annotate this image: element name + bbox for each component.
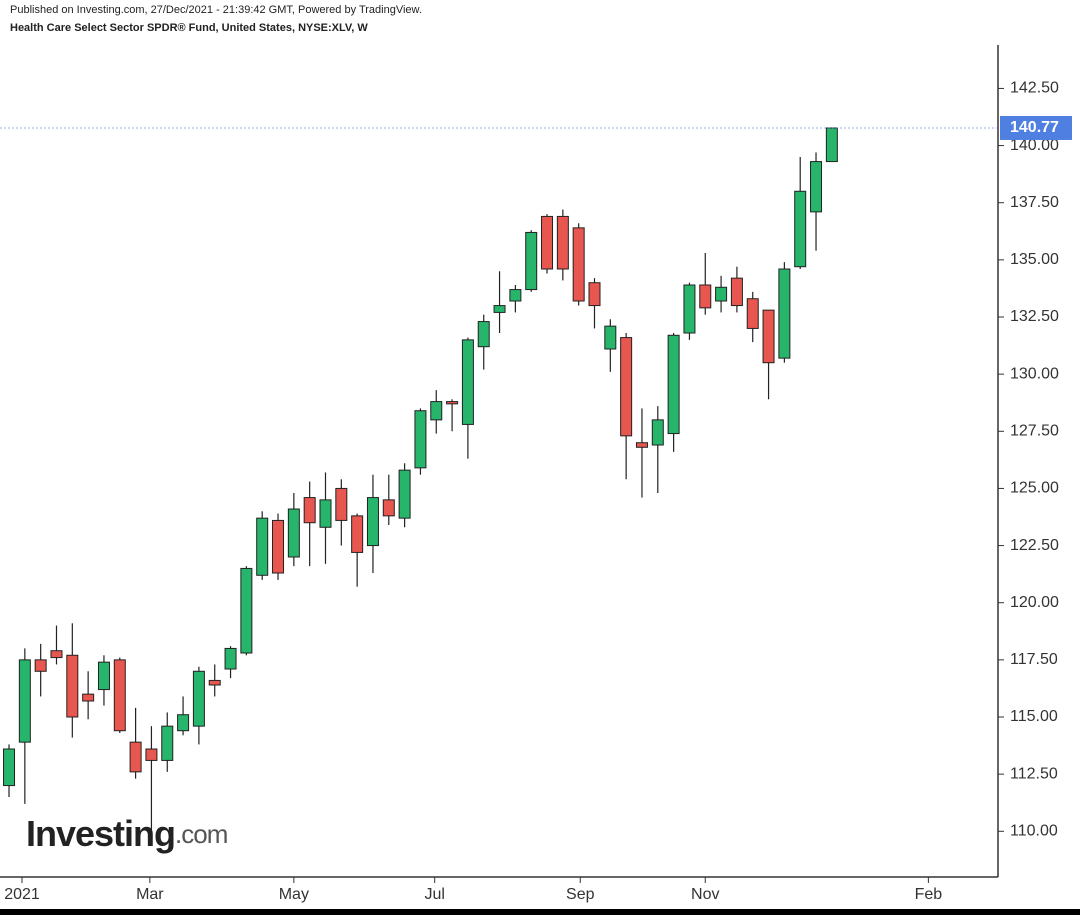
candle-body — [746, 298, 759, 329]
x-tick-label: Sep — [566, 886, 595, 903]
y-tick-label: 110.00 — [1010, 823, 1058, 840]
candle-body — [224, 647, 237, 670]
candle-body — [430, 401, 443, 421]
candle-body — [366, 497, 379, 547]
candle-body — [414, 410, 427, 469]
candle-body — [145, 748, 158, 761]
candle-body — [351, 515, 364, 553]
candle-body — [778, 268, 791, 359]
candle-body — [794, 190, 807, 268]
candle-body — [161, 725, 174, 761]
candle-body — [82, 693, 95, 702]
candle-body — [699, 284, 712, 309]
candle-body — [635, 442, 648, 448]
candle-body — [667, 334, 680, 435]
y-tick-label: 142.50 — [1010, 80, 1059, 97]
candle-body — [208, 679, 221, 686]
candle-body — [97, 661, 110, 691]
y-tick-label: 127.50 — [1010, 423, 1059, 440]
candle-body — [272, 519, 285, 574]
candle-body — [509, 289, 522, 302]
y-tick-label: 115.00 — [1010, 708, 1058, 725]
candle-body — [192, 670, 205, 727]
published-note: Published on Investing.com, 27/Dec/2021 … — [10, 4, 422, 16]
candle-body — [762, 309, 775, 364]
candle-body — [319, 499, 332, 528]
candle-body — [461, 339, 474, 425]
y-tick-label: 132.50 — [1010, 308, 1059, 325]
y-tick-label: 117.50 — [1010, 651, 1058, 668]
candle-body — [66, 654, 79, 718]
candle-body — [177, 714, 190, 732]
y-tick-label: 122.50 — [1010, 537, 1059, 554]
candle-body — [382, 499, 395, 517]
y-tick-label: 140.00 — [1010, 137, 1059, 154]
y-tick-label: 130.00 — [1010, 365, 1059, 382]
price-label-box — [1000, 115, 1072, 140]
candle-body — [525, 231, 538, 291]
candle-body — [825, 127, 838, 163]
candle-body — [651, 419, 664, 446]
y-tick-label: 137.50 — [1010, 194, 1059, 211]
candle-body — [556, 215, 569, 270]
candle-body — [683, 284, 696, 334]
candle-body — [620, 337, 633, 437]
x-tick-label: Feb — [915, 886, 943, 903]
candle-body — [588, 282, 601, 307]
chart-title: Health Care Select Sector SPDR® Fund, Un… — [10, 22, 368, 34]
candle-body — [129, 741, 142, 773]
candle-body — [335, 487, 348, 521]
candle-body — [541, 215, 554, 270]
candle-body — [477, 321, 490, 348]
candle-body — [18, 659, 31, 743]
bottom-bar — [0, 909, 1080, 915]
y-tick-label: 125.00 — [1010, 480, 1059, 497]
x-tick-label: 2021 — [4, 886, 40, 903]
x-tick-label: Nov — [691, 886, 719, 903]
x-tick-label: May — [279, 886, 309, 903]
candle-body — [113, 659, 126, 732]
candle-body — [50, 650, 63, 659]
x-tick-label: Mar — [136, 886, 164, 903]
candle-body — [303, 497, 316, 524]
candle-body — [287, 508, 300, 558]
price-label: 140.77 — [1010, 119, 1059, 136]
candle-body — [256, 517, 269, 576]
candle-body — [604, 325, 617, 350]
y-tick-label: 120.00 — [1010, 594, 1059, 611]
y-tick-label: 135.00 — [1010, 251, 1059, 268]
candle-body — [730, 277, 743, 307]
candle-body — [446, 401, 459, 405]
candle-body — [34, 659, 47, 672]
x-tick-label: Jul — [424, 886, 444, 903]
candle-body — [240, 567, 253, 654]
candle-body — [572, 227, 585, 302]
candle-body — [398, 469, 411, 519]
candle-body — [3, 748, 16, 787]
candle-body — [810, 161, 823, 213]
candle-body — [493, 305, 506, 313]
y-tick-label: 112.50 — [1010, 765, 1058, 782]
candle-body — [715, 286, 728, 302]
watermark: Investing.com — [26, 813, 227, 854]
